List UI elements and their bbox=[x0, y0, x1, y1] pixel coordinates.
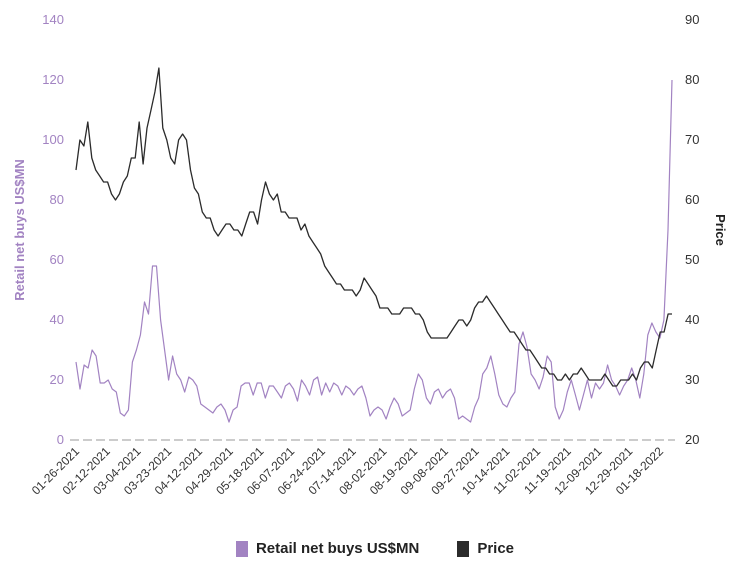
right-tick-label: 60 bbox=[685, 192, 699, 207]
right-tick-label: 80 bbox=[685, 72, 699, 87]
right-tick-label: 30 bbox=[685, 372, 699, 387]
plot-area bbox=[75, 67, 673, 423]
left-tick-label: 40 bbox=[50, 312, 64, 327]
left-tick-label: 80 bbox=[50, 192, 64, 207]
legend-item-retail: Retail net buys US$MN bbox=[235, 540, 420, 557]
right-tick-label: 40 bbox=[685, 312, 699, 327]
legend-label-price: Price bbox=[477, 540, 515, 557]
series-line-retail bbox=[75, 79, 673, 423]
right-tick-label: 90 bbox=[685, 12, 699, 27]
legend-label-retail: Retail net buys US$MN bbox=[255, 540, 420, 557]
left-axis-label: Retail net buys US$MN bbox=[12, 159, 27, 301]
left-tick-label: 100 bbox=[42, 132, 64, 147]
right-y-axis: 20 30 40 50 60 70 80 90 bbox=[685, 12, 699, 447]
x-axis: 01-26-202102-12-202103-04-202103-23-2021… bbox=[29, 439, 675, 498]
legend: Retail net buys US$MN Price bbox=[0, 540, 750, 557]
left-tick-label: 0 bbox=[57, 432, 64, 447]
legend-swatch-retail bbox=[235, 540, 248, 557]
left-tick-label: 60 bbox=[50, 252, 64, 267]
right-axis-label: Price bbox=[713, 214, 728, 246]
left-tick-label: 140 bbox=[42, 12, 64, 27]
left-y-axis: 0 20 40 60 80 100 120 140 bbox=[42, 12, 64, 447]
left-tick-label: 120 bbox=[42, 72, 64, 87]
left-tick-label: 20 bbox=[50, 372, 64, 387]
series-line-price bbox=[75, 67, 672, 387]
right-tick-label: 50 bbox=[685, 252, 699, 267]
right-tick-label: 70 bbox=[685, 132, 699, 147]
legend-item-price: Price bbox=[457, 540, 514, 557]
legend-swatch-price bbox=[457, 540, 470, 557]
right-tick-label: 20 bbox=[685, 432, 699, 447]
